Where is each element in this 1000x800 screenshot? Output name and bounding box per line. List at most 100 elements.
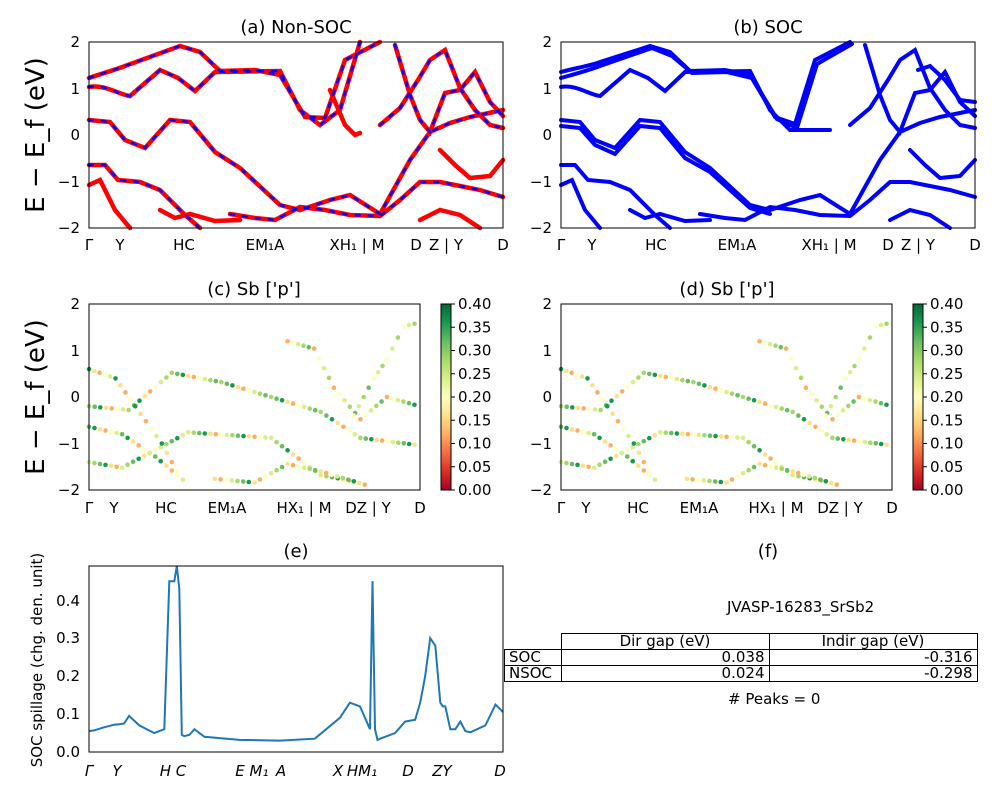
projected-band-point (235, 478, 240, 484)
colorbar-c: 0.40 0.35 0.30 0.25 0.20 0.15 0.10 0.05 0.00 (440, 295, 491, 499)
projected-band-point (608, 456, 613, 462)
projected-band-point (102, 372, 108, 378)
tick-label: −1 (530, 435, 552, 453)
projected-band-point (130, 459, 136, 465)
projected-band-point (674, 376, 680, 382)
projected-band-point (114, 430, 119, 436)
projected-band-point (788, 356, 794, 361)
projected-band-point (148, 426, 154, 431)
projected-band-point (375, 369, 381, 375)
panel-b-bands (559, 40, 977, 230)
spillage-line (88, 565, 504, 742)
projected-band-point (835, 412, 840, 418)
projected-band-point (311, 346, 317, 351)
projected-band-point (202, 431, 208, 436)
projected-band-point (191, 374, 197, 380)
projected-band-point (235, 384, 241, 390)
projected-band-point (635, 441, 641, 447)
projected-band-point (136, 456, 141, 462)
tick-label: 0 (70, 388, 80, 406)
projected-band-point (641, 459, 647, 465)
projected-band-point (646, 469, 651, 474)
projected-band-point (395, 397, 401, 403)
projected-band-point (685, 431, 691, 437)
tick-label: 0 (542, 388, 552, 406)
tick-label: Y (112, 762, 123, 780)
projected-band-point (779, 406, 784, 411)
projected-band-point (169, 370, 175, 376)
projected-band-point (274, 439, 279, 445)
projected-band-point (587, 406, 592, 412)
tick-label: Z | Y (901, 236, 936, 254)
projected-band-point (757, 461, 762, 467)
projected-band-point (801, 472, 806, 478)
projected-band-point (159, 441, 165, 446)
projected-band-point (707, 433, 713, 439)
tick-label: −1 (58, 173, 80, 191)
tick-label: EM₁A (718, 236, 757, 254)
projected-band-point (329, 417, 335, 422)
projected-band-point (823, 413, 829, 418)
projected-band-point (834, 482, 840, 487)
projected-band-point (229, 478, 235, 483)
projected-band-point (702, 383, 707, 388)
projected-band-point (773, 465, 779, 471)
projected-band-point (862, 346, 867, 351)
projected-band-point (819, 404, 825, 410)
projected-band-point (158, 379, 164, 385)
tick-label: Y (586, 236, 597, 254)
projected-band-point (818, 477, 823, 483)
projected-band-point (647, 371, 652, 377)
projected-band-point (630, 379, 636, 385)
projected-band-point (290, 340, 296, 346)
projected-band-point (97, 370, 102, 376)
projected-band-point (862, 396, 867, 401)
projected-band-point (295, 341, 301, 347)
tick-label: 0 (70, 126, 80, 144)
projected-band-point (114, 464, 119, 470)
tick-label: 2 (542, 33, 552, 51)
projected-band-point (857, 439, 862, 444)
panel-f-title: (f) (758, 541, 778, 562)
colorbar-tick-label: 0.15 (458, 411, 491, 429)
projected-band-point (843, 376, 848, 381)
projected-band-point (801, 417, 807, 422)
projected-band-point (252, 389, 257, 395)
tick-label: Γ (85, 236, 94, 254)
tick-label: HC (155, 499, 177, 517)
projected-band-point (615, 418, 621, 424)
projected-band-point (768, 464, 773, 469)
projected-band-point (696, 432, 702, 438)
projected-band-point (107, 374, 113, 379)
projected-band-point (597, 435, 602, 441)
projected-band-point (380, 363, 385, 369)
projected-band-point (191, 430, 197, 436)
projected-band-point (279, 398, 285, 403)
projected-band-point (575, 405, 581, 411)
projected-band-point (202, 376, 208, 382)
projected-band-point (564, 368, 569, 374)
projected-band-point (868, 440, 873, 446)
projected-band-point (856, 394, 862, 400)
projected-band-point (696, 381, 702, 387)
projected-band-point (684, 476, 690, 482)
projected-band-point (133, 404, 138, 409)
projected-band-point (396, 440, 401, 446)
projected-band-point (240, 479, 246, 484)
projected-band-point (108, 429, 114, 435)
projected-band-point (324, 413, 329, 418)
projected-band-point (369, 437, 374, 442)
projected-band-point (143, 418, 149, 424)
tick-label: Y (580, 499, 591, 517)
projected-band-point (301, 460, 307, 466)
projected-band-point (118, 383, 123, 388)
projected-band-point (290, 452, 296, 457)
gap-table-title: JVASP-16283_SrSb2 (727, 598, 875, 616)
projected-band-point (274, 396, 279, 402)
projected-band-point (867, 397, 873, 403)
projected-band-point (363, 436, 369, 441)
projected-band-point (340, 475, 346, 481)
projected-band-point (564, 460, 569, 466)
projected-band-point (230, 383, 235, 388)
projected-band-point (126, 407, 131, 413)
